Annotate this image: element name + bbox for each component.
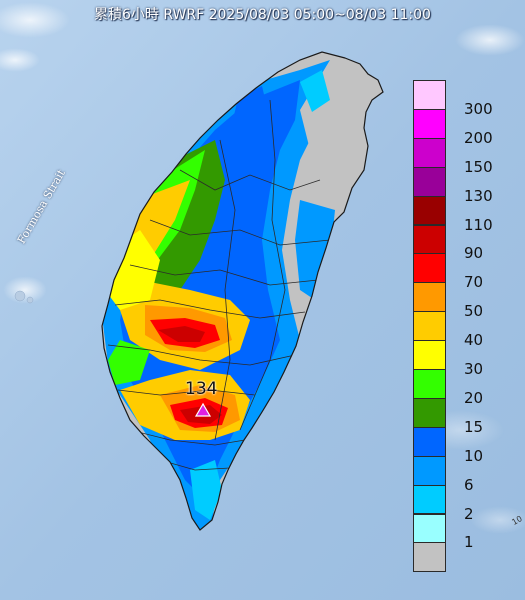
legend-swatch: [413, 108, 446, 139]
legend-swatch: [413, 253, 446, 284]
legend-label: 30: [464, 360, 484, 378]
rainfall-legend: 300 200 150 130 110 90 70 50 40 30 20 15 10 6 2 1: [413, 80, 525, 573]
taiwan-coastline: [101, 51, 384, 531]
legend-label: 20: [464, 388, 484, 407]
legend-swatch: [413, 80, 446, 110]
map-title: 累積6小時 RWRF 2025/08/03 05:00~08/03 11:00: [94, 7, 431, 23]
legend-swatch: [413, 340, 446, 370]
legend-swatch: [413, 542, 446, 573]
legend-label: 200: [464, 128, 493, 147]
legend-label: 70: [464, 273, 484, 292]
legend-swatch: [413, 282, 446, 313]
legend-label: 300: [464, 99, 493, 118]
legend-label: 6: [464, 475, 474, 494]
penghu-islands: [14, 290, 34, 304]
legend-swatch: [413, 397, 446, 428]
legend-swatch: [413, 166, 446, 197]
legend-swatch: [413, 195, 446, 226]
legend-label: 40: [464, 331, 484, 350]
max-rainfall-marker-icon: [194, 402, 212, 417]
legend-swatch: [413, 311, 446, 342]
legend-swatch: [413, 426, 446, 457]
max-rainfall-value: 134: [185, 379, 218, 399]
legend-label: 50: [464, 302, 484, 321]
county-boundaries: [107, 99, 331, 471]
legend-label: 1: [464, 533, 474, 552]
legend-swatch: [413, 137, 446, 168]
legend-swatch: [413, 369, 446, 399]
legend-label: 130: [464, 186, 493, 205]
legend-swatch: [413, 484, 446, 515]
legend-label: 90: [464, 244, 484, 263]
legend-label: 2: [464, 504, 474, 523]
legend-label: 150: [464, 157, 493, 176]
legend-swatch: [413, 224, 446, 255]
legend-swatch: [413, 455, 446, 486]
legend-label: 15: [464, 417, 484, 436]
legend-label: 10: [464, 446, 484, 465]
legend-label: 110: [464, 215, 493, 234]
legend-swatch: [413, 513, 446, 544]
